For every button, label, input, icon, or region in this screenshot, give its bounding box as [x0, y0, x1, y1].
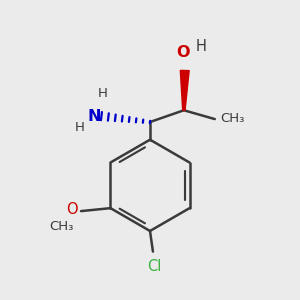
- Text: CH₃: CH₃: [221, 112, 245, 125]
- Polygon shape: [180, 70, 189, 110]
- Text: H: H: [196, 39, 206, 54]
- Text: O: O: [67, 202, 78, 217]
- Text: CH₃: CH₃: [50, 220, 74, 233]
- Text: H: H: [74, 122, 84, 134]
- Text: N: N: [87, 109, 101, 124]
- Text: O: O: [176, 45, 190, 60]
- Text: Cl: Cl: [147, 259, 162, 274]
- Text: H: H: [98, 87, 108, 100]
